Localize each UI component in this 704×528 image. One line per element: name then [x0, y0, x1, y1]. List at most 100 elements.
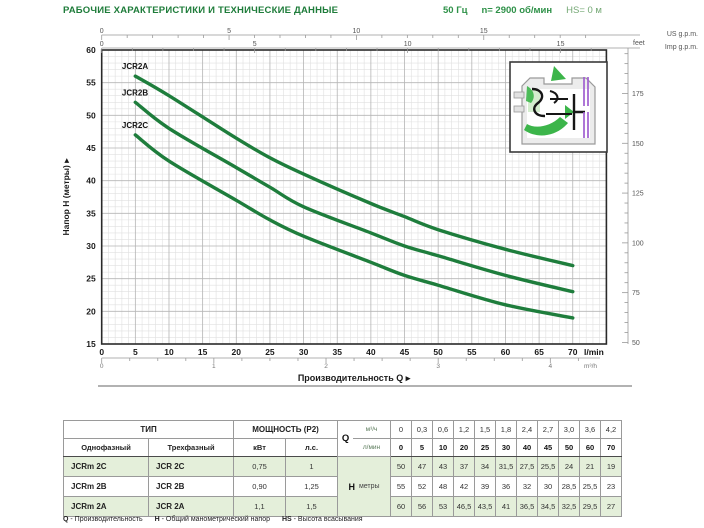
svg-text:15: 15: [480, 28, 488, 35]
q-m3h-value: 1,5: [474, 420, 497, 439]
head-value: 34: [474, 456, 497, 477]
col-hp: л.с.: [285, 438, 339, 457]
svg-text:15: 15: [86, 339, 96, 349]
q-m3h-value: 3,0: [558, 420, 581, 439]
svg-text:20: 20: [232, 347, 242, 357]
q-lmin-value: 0: [390, 438, 413, 457]
head-value: 37: [453, 456, 476, 477]
model-three-phase: JCR 2B: [147, 476, 235, 497]
head-value: 60: [390, 496, 413, 517]
q-lmin-value: 45: [537, 438, 560, 457]
head-value: 23: [600, 476, 623, 497]
q-m3h-value: 1,8: [495, 420, 518, 439]
model-single-phase: JCRm 2A: [63, 496, 149, 517]
svg-text:3: 3: [436, 363, 440, 370]
head-value: 36: [495, 476, 518, 497]
svg-text:0: 0: [100, 41, 104, 48]
q-lmin-value: 70: [600, 438, 623, 457]
head-value: 36,5: [516, 496, 539, 517]
svg-text:15: 15: [557, 41, 565, 48]
col-kw: кВт: [233, 438, 287, 457]
svg-text:50: 50: [632, 340, 640, 347]
svg-text:45: 45: [86, 143, 96, 153]
head-value: 52: [411, 476, 434, 497]
svg-text:0: 0: [99, 347, 104, 357]
svg-text:10: 10: [404, 41, 412, 48]
head-value: 30: [537, 476, 560, 497]
head-value: 55: [390, 476, 413, 497]
svg-text:feet: feet: [633, 40, 645, 47]
svg-text:0: 0: [100, 363, 104, 370]
head-value: 19: [600, 456, 623, 477]
head-value: 42: [453, 476, 476, 497]
head-value: 50: [390, 456, 413, 477]
svg-text:10: 10: [164, 347, 174, 357]
head-value: 29,5: [579, 496, 602, 517]
svg-text:5: 5: [227, 28, 231, 35]
svg-text:50: 50: [433, 347, 443, 357]
q-m3h-value: 0,3: [411, 420, 434, 439]
head-value: 25,5: [579, 476, 602, 497]
head-value: 43: [432, 456, 455, 477]
q-m3h-value: 4,2: [600, 420, 623, 439]
curve-label-JCR2B: JCR2B: [122, 88, 148, 97]
legend-desc-q: - Производительность: [70, 516, 143, 523]
plot-border: [100, 49, 608, 345]
svg-text:Imp g.p.m.: Imp g.p.m.: [665, 44, 698, 51]
curve-label-JCR2C: JCR2C: [122, 121, 148, 130]
svg-text:60: 60: [86, 45, 96, 55]
col-group-power: МОЩНОСТЬ (P2): [233, 420, 339, 439]
feet-axis: feet 50 75 100 125 150 175: [622, 40, 645, 347]
svg-text:35: 35: [86, 208, 96, 218]
legend-key-h: H: [154, 516, 160, 523]
q-lmin-value: 50: [558, 438, 581, 457]
head-value: 39: [474, 476, 497, 497]
q-label: Q: [341, 433, 350, 444]
head-value: 32,5: [558, 496, 581, 517]
head-value: 27: [600, 496, 623, 517]
svg-text:55: 55: [467, 347, 477, 357]
q-lmin-value: 5: [411, 438, 434, 457]
svg-text:25: 25: [265, 347, 275, 357]
x-unit-m3h: m³/h: [584, 363, 597, 370]
power-hp: 1,5: [285, 496, 339, 517]
head-value: 25,5: [537, 456, 560, 477]
svg-text:30: 30: [86, 241, 96, 251]
head-value: 24: [558, 456, 581, 477]
power-kw: 1,1: [233, 496, 287, 517]
head-value: 43,5: [474, 496, 497, 517]
y-axis-labels: 15 20 25 30 35 40 45 50 55 60: [86, 45, 96, 349]
svg-text:0: 0: [100, 28, 104, 35]
head-value: 27,5: [516, 456, 539, 477]
q-lmin-value: 30: [495, 438, 518, 457]
h-label: H: [348, 481, 355, 492]
svg-text:55: 55: [86, 78, 96, 88]
svg-text:4: 4: [549, 363, 553, 370]
svg-text:150: 150: [632, 141, 644, 148]
q-lmin-value: 20: [453, 438, 476, 457]
q-m3h-value: 0: [390, 420, 413, 439]
col-group-type: ТИП: [62, 420, 235, 439]
svg-text:45: 45: [400, 347, 410, 357]
head-value: 21: [579, 456, 602, 477]
head-value: 28,5: [558, 476, 581, 497]
svg-text:20: 20: [86, 306, 96, 316]
us-gpm-axis: 0 5 10 15 US g.p.m.: [100, 28, 698, 40]
power-hp: 1,25: [285, 476, 339, 497]
svg-text:2: 2: [324, 363, 328, 370]
svg-text:40: 40: [86, 176, 96, 186]
head-value: 32: [516, 476, 539, 497]
svg-text:25: 25: [86, 274, 96, 284]
q-lmin-value: 10: [432, 438, 455, 457]
power-hp: 1: [285, 456, 339, 477]
svg-text:5: 5: [253, 41, 257, 48]
q-unit-lmin: л/мин: [362, 444, 381, 451]
head-value: 56: [411, 496, 434, 517]
x-axis-labels: 0 5 10 15 20 25 30 35 40 45 50 55 60 65 70 l/min: [99, 347, 604, 357]
svg-text:125: 125: [632, 191, 644, 198]
q-m3h-value: 0,6: [432, 420, 455, 439]
pump-cross-section-inset: [509, 61, 608, 153]
